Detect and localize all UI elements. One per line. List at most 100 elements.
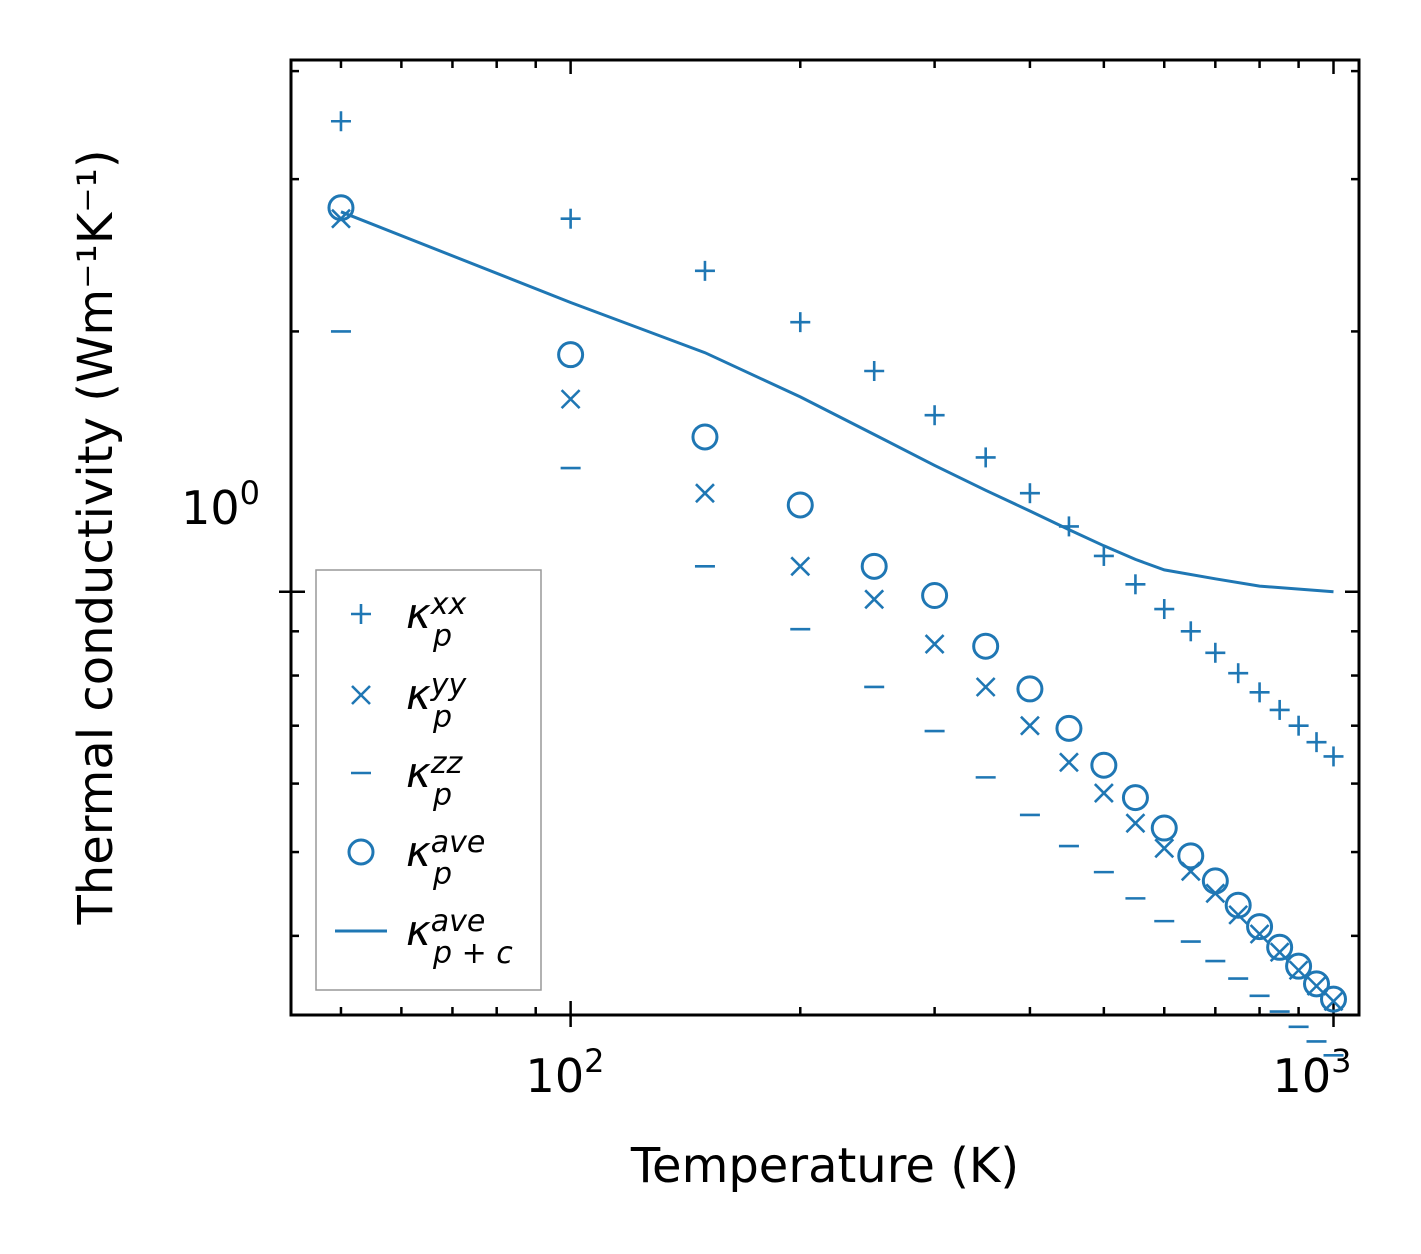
legend-entry-kappa-zz: κzz p xyxy=(351,746,464,813)
point-kappa_p_yy-400-d2 xyxy=(1020,715,1040,736)
point-kappa_p_ave-250-ring xyxy=(860,552,888,580)
point-kappa_p_ave-150 xyxy=(691,423,719,451)
point-kappa_p_ave-750-ring xyxy=(1224,891,1252,919)
point-kappa_p_ave-50 xyxy=(327,194,355,222)
point-kappa_p_yy-200 xyxy=(790,556,811,577)
point-kappa_p_ave-150-ring xyxy=(691,423,719,451)
legend-entry-kappa-ave: κave p xyxy=(347,825,485,892)
point-kappa_p_ave-450 xyxy=(1055,714,1083,742)
legend-glyph-kappa_p_ave xyxy=(347,838,375,866)
point-kappa_p_xx-800 xyxy=(1249,682,1270,703)
point-kappa_p_ave-1000 xyxy=(1320,985,1348,1013)
point-kappa_p_ave-950-ring xyxy=(1303,970,1331,998)
point-kappa_p_ave-200 xyxy=(786,491,814,519)
point-kappa_p_ave-500-ring xyxy=(1090,751,1118,779)
point-kappa_p_ave-500 xyxy=(1090,751,1118,779)
point-kappa_p_yy-450 xyxy=(1059,752,1079,773)
legend-entry-kappa-xx: κxx p xyxy=(351,587,467,654)
point-kappa_p_ave-350 xyxy=(972,632,1000,660)
point-kappa_p_yy-400 xyxy=(1020,715,1040,736)
point-kappa_p_yy-200-d2 xyxy=(790,556,811,577)
point-kappa_p_yy-150 xyxy=(695,483,715,504)
legend-label-kappa-ave: κave p xyxy=(406,825,485,892)
legend-frame xyxy=(315,569,542,991)
y-axis-title: Thermal conductivity (Wm⁻¹K⁻¹) xyxy=(68,149,124,925)
point-kappa_p_ave-50-ring xyxy=(327,194,355,222)
point-kappa_p_yy-150-d2 xyxy=(695,483,715,504)
point-kappa_p_ave-650 xyxy=(1177,842,1205,870)
x-tick-label-100: 102 xyxy=(526,1042,605,1103)
point-kappa_p_yy-800-d2 xyxy=(1249,924,1270,944)
point-kappa_p_ave-700-ring xyxy=(1201,867,1229,895)
legend-entry-kappa-yy: κyy p xyxy=(351,668,468,735)
legend-marker-plus xyxy=(351,604,371,624)
point-kappa_p_ave-850-ring xyxy=(1266,933,1294,961)
point-kappa_p_yy-250 xyxy=(864,589,885,610)
legend: κxx p κyy p κzz p κave p κave p + c xyxy=(315,569,542,991)
major-ticks xyxy=(279,60,1359,1027)
point-kappa_p_xx-1000 xyxy=(1323,746,1344,767)
point-kappa_p_xx-600 xyxy=(1154,599,1175,620)
point-kappa_p_xx-400 xyxy=(1019,483,1040,504)
y-tick-label-1: 100 xyxy=(181,474,260,535)
plot-frame xyxy=(289,58,1361,1017)
point-kappa_p_yy-450-d2 xyxy=(1059,752,1079,773)
legend-marker-x xyxy=(351,685,371,705)
point-kappa_p_xx-100 xyxy=(560,208,581,229)
legend-label-kappa-zz: κzz p xyxy=(406,746,464,813)
point-kappa_p_yy-600-d2 xyxy=(1154,838,1175,859)
point-kappa_p_ave-300-ring xyxy=(921,582,949,610)
point-kappa_p_ave-100-ring xyxy=(557,341,585,369)
point-kappa_p_yy-350 xyxy=(975,677,996,697)
point-kappa_p_yy-500 xyxy=(1093,783,1114,804)
point-kappa_p_yy-750 xyxy=(1228,904,1249,925)
point-kappa_p_ave-300 xyxy=(921,582,949,610)
point-kappa_p_xx-900 xyxy=(1288,715,1309,736)
point-kappa_p_ave-550-ring xyxy=(1121,784,1149,812)
point-kappa_p_yy-550 xyxy=(1125,813,1146,834)
point-kappa_p_ave-450-ring xyxy=(1055,714,1083,742)
legend-label-kappa-xx: κxx p xyxy=(406,587,467,654)
point-kappa_p_yy-1000-d2 xyxy=(1323,991,1344,1012)
point-kappa_p_ave-750 xyxy=(1224,891,1252,919)
series-line-kappa_pc_ave xyxy=(340,210,1334,594)
point-kappa_p_xx-350 xyxy=(975,447,996,468)
point-kappa_p_yy-300 xyxy=(924,634,945,654)
series-kappa_p_ave xyxy=(327,194,1348,1013)
point-kappa_p_xx-150 xyxy=(694,260,715,281)
point-kappa_p_ave-350-ring xyxy=(972,632,1000,660)
x-tick-label-1000: 103 xyxy=(1273,1042,1352,1103)
point-kappa_p_xx-850 xyxy=(1269,699,1290,720)
point-kappa_p_xx-750 xyxy=(1228,663,1249,684)
plot-series xyxy=(327,111,1348,1057)
point-kappa_p_ave-550 xyxy=(1121,784,1149,812)
legend-entry-kappa-pc-ave: κave p + c xyxy=(335,904,513,971)
point-kappa_p_ave-1000-ring xyxy=(1320,985,1348,1013)
point-kappa_p_yy-800 xyxy=(1249,924,1270,944)
series-kappa_pc_ave xyxy=(340,210,1334,594)
point-kappa_p_xx-500 xyxy=(1093,545,1114,566)
point-kappa_p_yy-250-d2 xyxy=(864,589,885,610)
point-kappa_p_ave-400 xyxy=(1016,675,1044,703)
point-kappa_p_ave-100 xyxy=(557,341,585,369)
point-kappa_p_ave-200-ring xyxy=(786,491,814,519)
point-kappa_p_xx-50 xyxy=(330,111,351,132)
point-kappa_p_yy-500-d2 xyxy=(1093,783,1114,804)
point-kappa_p_ave-800 xyxy=(1246,913,1274,941)
point-kappa_p_yy-100 xyxy=(560,389,581,410)
point-kappa_p_yy-950-d2 xyxy=(1306,976,1327,996)
legend-glyph-kappa_p_yy-d2 xyxy=(351,685,371,705)
point-kappa_p_ave-400-ring xyxy=(1016,675,1044,703)
point-kappa_p_yy-300-d2 xyxy=(924,634,945,654)
x-axis-title: Temperature (K) xyxy=(630,1138,1019,1194)
point-kappa_p_xx-200 xyxy=(790,312,811,333)
point-kappa_p_xx-700 xyxy=(1205,642,1226,663)
legend-label-kappa-yy: κyy p xyxy=(406,668,468,735)
point-kappa_p_yy-750-d2 xyxy=(1228,904,1249,925)
point-kappa_p_xx-300 xyxy=(924,405,945,426)
legend-label-kappa-pc-ave: κave p + c xyxy=(406,904,513,971)
point-kappa_p_xx-250 xyxy=(864,360,885,381)
point-kappa_p_ave-900-ring xyxy=(1285,952,1313,980)
